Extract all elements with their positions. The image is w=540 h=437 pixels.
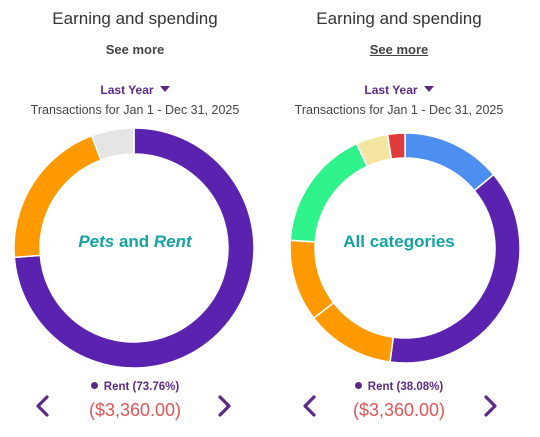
chevron-left-icon[interactable] (33, 394, 53, 418)
right-panel: Earning and spending See more Last Year … (270, 0, 540, 437)
left-panel: Earning and spending See more Last Year … (0, 0, 270, 437)
donut-slice[interactable] (289, 142, 369, 243)
panel-title: Earning and spending (316, 9, 482, 28)
donut-slice[interactable] (90, 127, 135, 162)
chevron-right-icon[interactable] (480, 394, 500, 418)
center-label-part2: and (114, 232, 154, 251)
see-more-link[interactable]: See more (105, 42, 165, 57)
amount-value: ($3,360.00) (88, 400, 182, 420)
amount-value: ($3,360.00) (352, 400, 446, 420)
legend-dot (354, 382, 362, 389)
legend-item: Rent (38.08%) (270, 381, 528, 393)
center-label-part3: Rent (153, 232, 192, 251)
period-dropdown[interactable]: Last Year (270, 83, 528, 97)
chevron-left-icon[interactable] (300, 394, 320, 418)
legend-item: Rent (73.76%) (0, 381, 270, 393)
date-range-text: Transactions for Jan 1 - Dec 31, 2025 (294, 103, 504, 117)
donut-slice[interactable] (386, 132, 406, 160)
legend-label: Rent (73.76%) (103, 381, 180, 393)
legend-dot (90, 382, 98, 389)
period-label: Last Year (364, 83, 418, 97)
see-more-link[interactable]: See more (369, 42, 429, 57)
donut-chart[interactable] (270, 0, 540, 437)
chart-center-label: All categories (270, 232, 528, 252)
period-dropdown[interactable]: Last Year (0, 83, 270, 97)
donut-chart[interactable] (0, 0, 270, 437)
center-label-part1: Pets (78, 232, 115, 251)
panel-title: Earning and spending (52, 9, 218, 28)
donut-slice[interactable] (404, 132, 495, 192)
caret-down-icon (423, 86, 434, 92)
chevron-right-icon[interactable] (214, 394, 234, 418)
donut-slice[interactable] (312, 301, 395, 363)
donut-slice[interactable] (13, 127, 255, 369)
date-range-text: Transactions for Jan 1 - Dec 31, 2025 (30, 103, 240, 117)
legend-label: Rent (38.08%) (367, 381, 444, 393)
caret-down-icon (159, 86, 170, 92)
donut-slice[interactable] (389, 173, 521, 364)
period-label: Last Year (100, 83, 154, 97)
chart-center-label: Pets and Rent (0, 232, 270, 252)
center-label-part2: All categories (343, 232, 455, 251)
